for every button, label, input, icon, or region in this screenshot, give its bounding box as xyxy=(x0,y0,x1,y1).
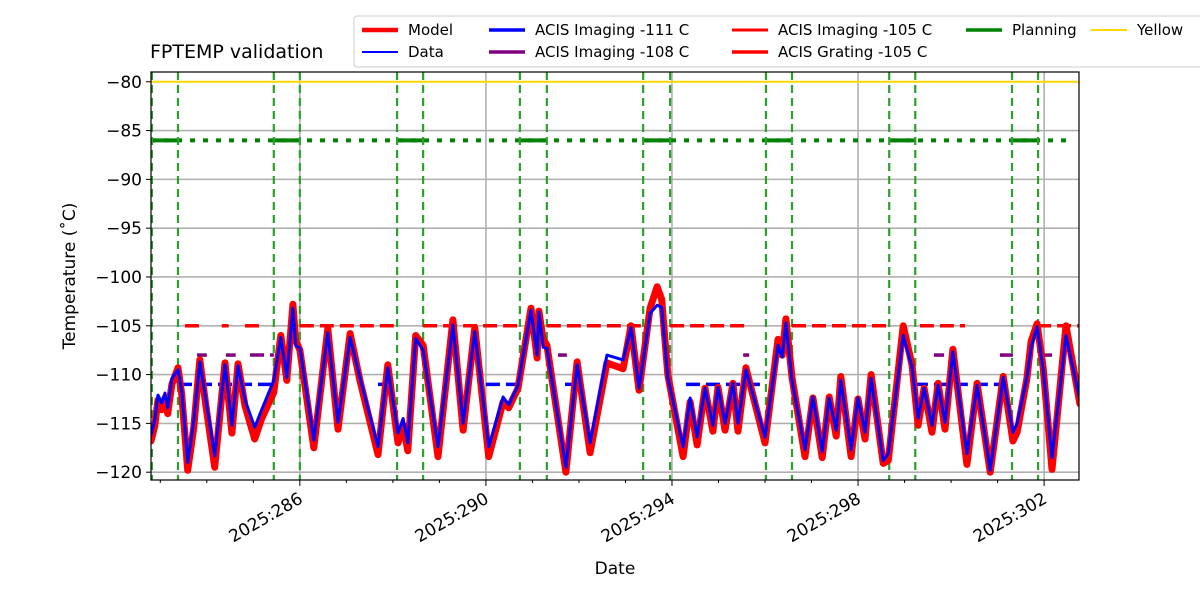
y-tick-label: −80 xyxy=(106,73,142,93)
y-tick-label: −110 xyxy=(95,366,142,386)
grid xyxy=(151,72,1079,480)
y-axis-label: Temperature (˚C) xyxy=(59,203,80,351)
legend-entry-label: Data xyxy=(408,43,444,61)
plot-frame xyxy=(150,71,1080,481)
x-tick-label: 2025:290 xyxy=(412,489,493,547)
legend-entry-label: Planning xyxy=(1012,21,1077,39)
x-tick-label: 2025:286 xyxy=(226,489,307,547)
x-tick-label: 2025:302 xyxy=(970,489,1051,547)
plot-area xyxy=(151,72,1079,480)
legend-entry-label: ACIS Imaging -108 C xyxy=(535,43,689,61)
legend-entry-label: Yellow xyxy=(1136,21,1183,39)
series-data-line xyxy=(151,303,1079,472)
y-tick-label: −90 xyxy=(106,170,142,190)
y-tick-label: −120 xyxy=(95,463,142,483)
axes: −80 −85 −90 −95 −100 −105 −110 −115 −120 2025:286… xyxy=(95,73,1050,547)
legend-entry-label: ACIS Imaging -105 C xyxy=(778,21,932,39)
legend-entry-label: ACIS Imaging -111 C xyxy=(535,21,689,39)
x-tick-label: 2025:298 xyxy=(784,489,865,547)
y-tick-label: −100 xyxy=(95,268,142,288)
series-model-line xyxy=(151,283,1079,476)
chart-title: FPTEMP validation xyxy=(150,41,323,63)
y-tick-label: −105 xyxy=(95,317,142,337)
x-tick-label: 2025:294 xyxy=(598,489,679,547)
legend-entry-label: Model xyxy=(408,21,453,39)
x-axis-label: Date xyxy=(595,559,636,579)
y-tick-label: −115 xyxy=(95,414,142,434)
legend: Model Data ACIS Imaging -111 C ACIS Imaging… xyxy=(353,15,1200,68)
y-tick-label: −95 xyxy=(106,219,142,239)
y-tick-label: −85 xyxy=(106,122,142,142)
legend-entry-label: ACIS Grating -105 C xyxy=(778,43,927,61)
